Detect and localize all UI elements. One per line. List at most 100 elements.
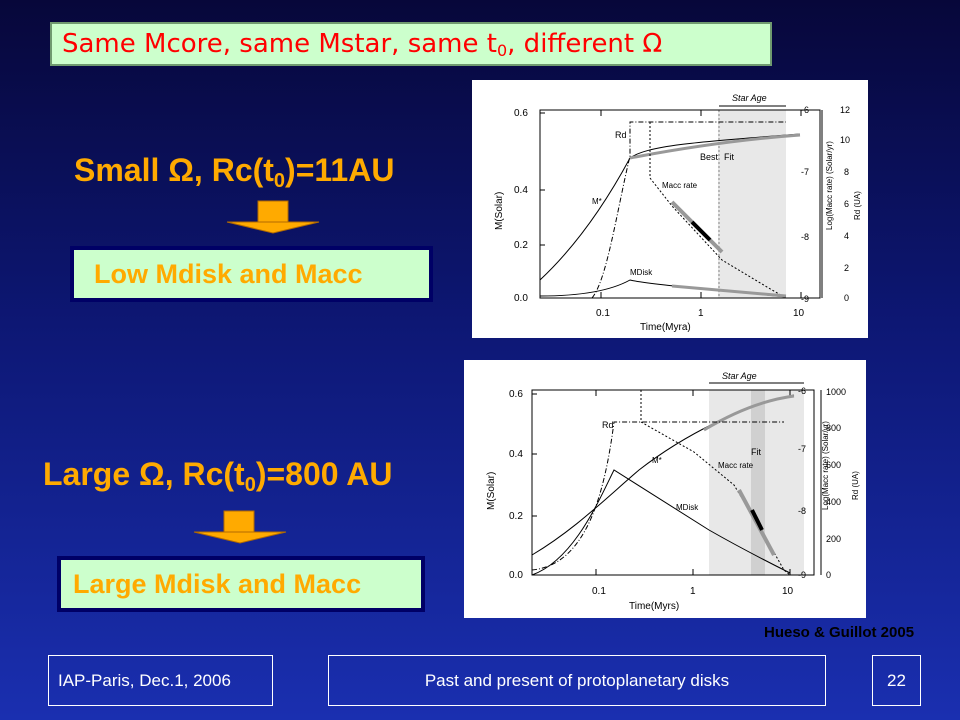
rd-axis-label: Rd (UA) bbox=[851, 471, 860, 500]
footer-venue: IAP-Paris, Dec.1, 2006 bbox=[48, 655, 273, 706]
macc-label: Macc rate bbox=[718, 461, 754, 470]
down-arrow-icon bbox=[226, 200, 320, 234]
large-omega-heading: Large Ω, Rc(t0)=800 AU bbox=[43, 456, 393, 496]
rate-axis-label: Log(Macc rate) (Solar/yr) bbox=[821, 421, 830, 510]
large-omega-heading-subscript: 0 bbox=[244, 474, 256, 496]
large-omega-result: Large Mdisk and Macc bbox=[57, 556, 425, 612]
rd-tick-label: 6 bbox=[844, 199, 849, 209]
macc-rate-curve bbox=[649, 122, 787, 299]
rd-label: Rd bbox=[602, 420, 614, 430]
y-tick-label: 0.2 bbox=[509, 511, 523, 522]
y-tick-label: 0.4 bbox=[509, 449, 523, 460]
rd-tick-label: 12 bbox=[840, 105, 850, 115]
y-axis-label: M(Solar) bbox=[486, 472, 497, 510]
mstar-label: M* bbox=[592, 197, 602, 206]
rate-tick-label: -8 bbox=[801, 232, 809, 242]
rd-tick-label: 10 bbox=[840, 135, 850, 145]
y-axis-label: M(Solar) bbox=[494, 192, 505, 230]
rd-tick-label: 600 bbox=[826, 460, 841, 470]
x-ticks bbox=[532, 390, 791, 576]
x-tick-label: 1 bbox=[690, 586, 696, 597]
best-fit-label-2: Fit bbox=[724, 152, 734, 162]
footer-page-number: 22 bbox=[872, 655, 921, 706]
rate-tick-label: -6 bbox=[801, 105, 809, 115]
star-age-label: Star Age bbox=[722, 371, 757, 381]
plot-large-omega: 0.1 1 10 Time(Myrs) 0.0 0.2 0.4 0.6 M(So… bbox=[464, 360, 866, 618]
macc-rate-curve bbox=[640, 390, 791, 576]
small-omega-heading: Small Ω, Rc(t0)=11AU bbox=[74, 152, 395, 192]
mdisk-label: MDisk bbox=[676, 503, 699, 512]
footer-venue-text: IAP-Paris, Dec.1, 2006 bbox=[58, 671, 231, 690]
rd-tick-label: 400 bbox=[826, 497, 841, 507]
rd-tick-label: 2 bbox=[844, 263, 849, 273]
y-tick-label: 0.2 bbox=[514, 240, 528, 251]
x-tick-label: 10 bbox=[793, 308, 805, 319]
down-arrow-icon bbox=[193, 510, 287, 544]
y-tick-label: 0.6 bbox=[514, 108, 528, 119]
plot-frame bbox=[531, 389, 815, 576]
rate-tick-label: -7 bbox=[798, 444, 806, 454]
rd-curve bbox=[531, 421, 784, 571]
mdisk-label: MDisk bbox=[630, 268, 653, 277]
rate-tick-label: -9 bbox=[798, 570, 806, 580]
rate-tick-label: -8 bbox=[798, 506, 806, 516]
slide-title-text-end: , different Ω bbox=[507, 29, 663, 59]
plot-small-omega-svg: 0.1 1 10 Time(Myra) 0.0 0.2 0.4 0.6 M(So… bbox=[494, 93, 862, 333]
rd-tick-label: 800 bbox=[826, 423, 841, 433]
slide-title-text: Same Mcore, same Mstar, same t bbox=[62, 29, 497, 59]
slide-title-subscript: 0 bbox=[496, 41, 508, 60]
fit-label: Fit bbox=[751, 447, 761, 457]
macc-fit-segment bbox=[750, 509, 764, 531]
footer-talk-title-text: Past and present of protoplanetary disks bbox=[424, 671, 730, 690]
citation: Hueso & Guillot 2005 bbox=[764, 624, 915, 641]
macc-best-fit-segment bbox=[690, 220, 712, 242]
y-tick-label: 0.6 bbox=[509, 389, 523, 400]
mstar-label: M* bbox=[652, 456, 662, 465]
footer-page-number-text: 22 bbox=[887, 671, 906, 690]
rd-label: Rd bbox=[615, 130, 627, 140]
best-fit-label: Best bbox=[700, 152, 719, 162]
small-omega-heading-text: Small Ω, Rc(t bbox=[74, 152, 274, 188]
y-tick-label: 0.0 bbox=[514, 293, 528, 304]
x-tick-label: 10 bbox=[782, 586, 794, 597]
rd-tick-label: 4 bbox=[844, 231, 849, 241]
star-age-label: Star Age bbox=[732, 93, 767, 103]
plot-small-omega: 0.1 1 10 Time(Myra) 0.0 0.2 0.4 0.6 M(So… bbox=[472, 80, 868, 338]
rate-axis-label: Log(Macc rate) (Solar/yr) bbox=[825, 141, 834, 230]
rd-tick-label: 0 bbox=[826, 570, 831, 580]
slide-title: Same Mcore, same Mstar, same t0, differe… bbox=[50, 22, 772, 66]
x-axis-label: Time(Myrs) bbox=[629, 601, 679, 612]
plot-frame bbox=[539, 109, 821, 299]
mdisk-curve bbox=[531, 469, 791, 576]
rate-tick-label: -7 bbox=[801, 167, 809, 177]
large-omega-heading-text-end: )=800 AU bbox=[255, 456, 393, 492]
footer-talk-title: Past and present of protoplanetary disks bbox=[328, 655, 826, 706]
fit-region bbox=[751, 390, 765, 575]
x-tick-label: 0.1 bbox=[592, 586, 606, 597]
rd-axis-label: Rd (UA) bbox=[853, 191, 862, 220]
macc-label: Macc rate bbox=[662, 181, 698, 190]
x-tick-label: 1 bbox=[698, 308, 704, 319]
rd-tick-label: 8 bbox=[844, 167, 849, 177]
small-omega-heading-text-end: )=11AU bbox=[285, 152, 395, 188]
mstar-curve-band bbox=[703, 394, 795, 432]
mstar-curve-band bbox=[629, 133, 801, 160]
small-omega-result-text: Low Mdisk and Macc bbox=[94, 259, 363, 289]
rd-curve bbox=[591, 121, 786, 299]
rd-tick-label: 0 bbox=[844, 293, 849, 303]
y-tick-label: 0.4 bbox=[514, 185, 528, 196]
large-omega-heading-text: Large Ω, Rc(t bbox=[43, 456, 245, 492]
rate-tick-label: -9 bbox=[801, 294, 809, 304]
x-axis-label: Time(Myra) bbox=[640, 322, 691, 333]
large-omega-result-text: Large Mdisk and Macc bbox=[73, 569, 362, 599]
x-tick-label: 0.1 bbox=[596, 308, 610, 319]
rd-tick-label: 200 bbox=[826, 534, 841, 544]
rate-tick-label: -6 bbox=[798, 386, 806, 396]
plot-large-omega-svg: 0.1 1 10 Time(Myrs) 0.0 0.2 0.4 0.6 M(So… bbox=[486, 371, 860, 612]
small-omega-heading-subscript: 0 bbox=[273, 170, 286, 192]
x-ticks bbox=[540, 110, 802, 299]
mdisk-curve-band bbox=[671, 284, 787, 298]
small-omega-result: Low Mdisk and Macc bbox=[70, 246, 433, 302]
y-tick-label: 0.0 bbox=[509, 570, 523, 581]
rd-tick-label: 1000 bbox=[826, 387, 846, 397]
